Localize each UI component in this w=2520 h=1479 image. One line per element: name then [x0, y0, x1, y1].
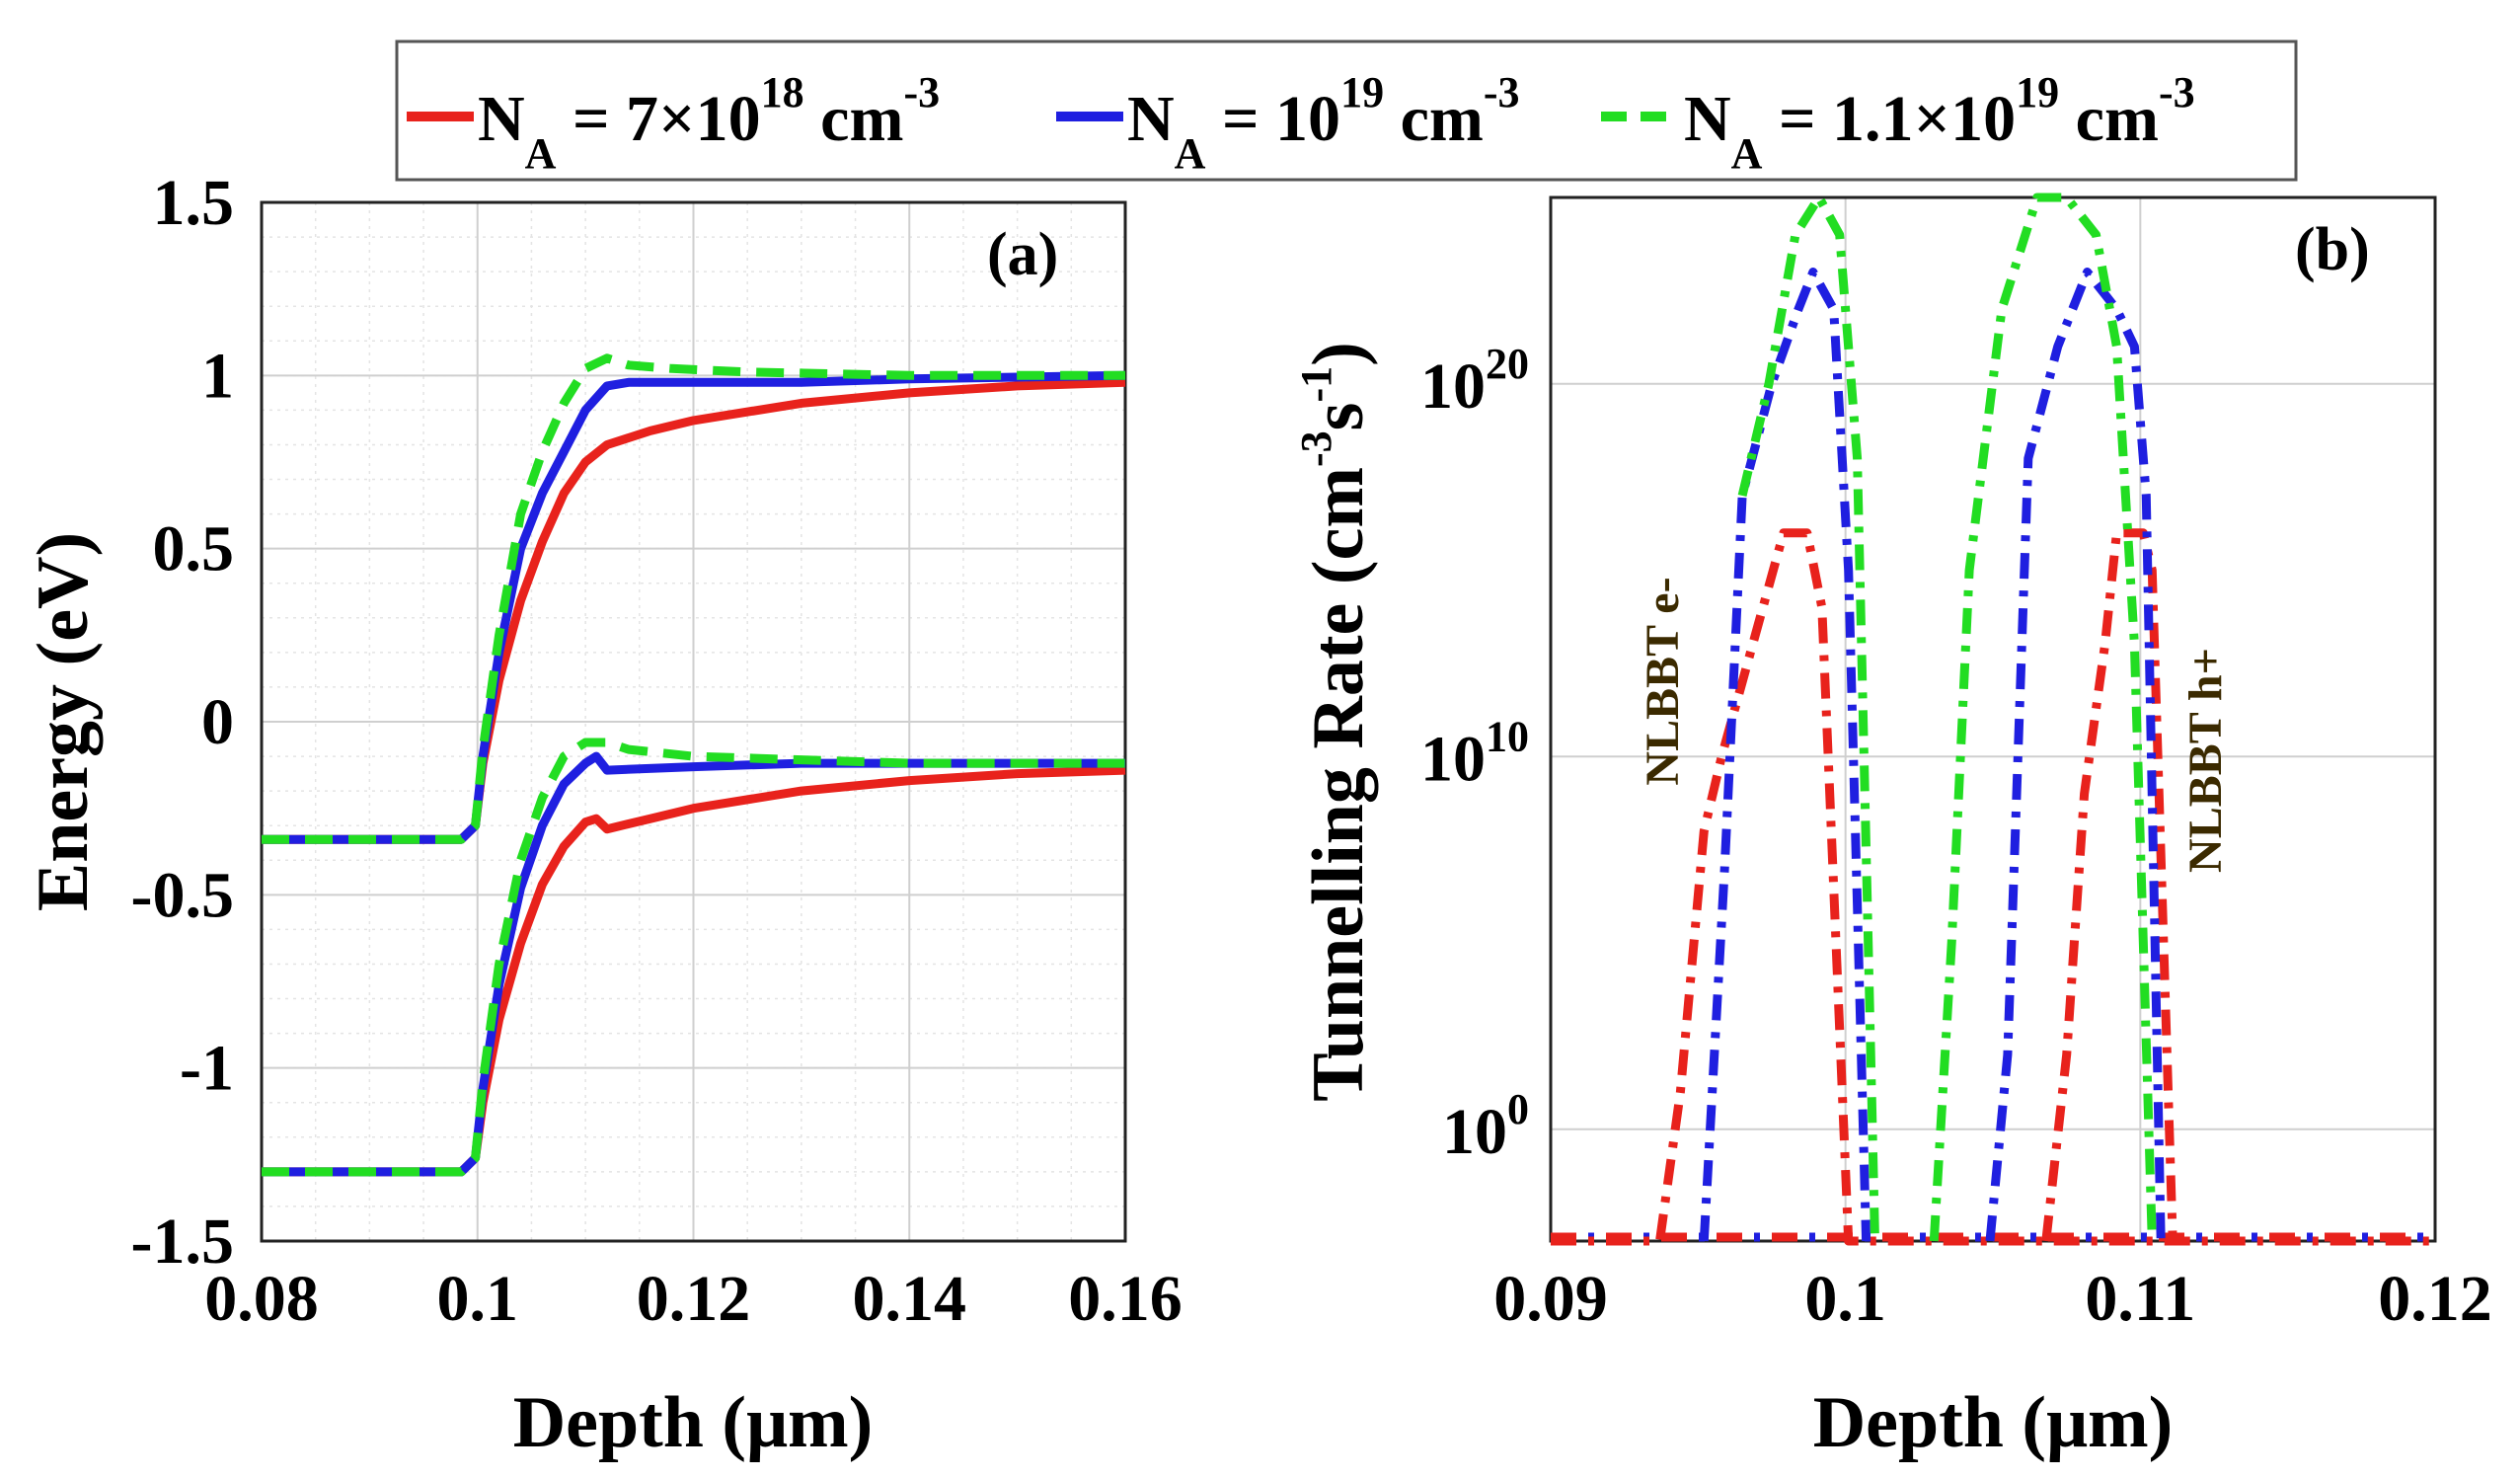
annotation-nlbbt-e: NLBBT e- [1637, 577, 1689, 785]
y-tick-label: 1 [201, 340, 234, 412]
panel-b-ylabel-exp2: -1 [1292, 366, 1340, 403]
annotation-nlbbt-h: NLBBT h+ [2179, 648, 2232, 873]
x-tick-label: 0.11 [2085, 1263, 2195, 1335]
panel-b-ylabel: Tunnelling Rate (cm-3s-1) [1292, 342, 1379, 1102]
y-tick-label: 1.5 [153, 167, 235, 239]
legend: NA = 7×1018 cm-3 NA = 1019 cm-3 NA = 1.1… [395, 39, 2298, 182]
series-line-2 [1699, 268, 1871, 1242]
x-tick-label: 0.1 [1804, 1263, 1886, 1335]
panel-b-ylabel-mid: s [1298, 403, 1379, 431]
legend-label-unit: cm [1384, 83, 1484, 155]
panel-b-tunnelling-rate: 0.09 0.1 0.11 0.12 100 1010 1020 (b) Depth (μm… [1292, 193, 2492, 1463]
panel-a-series [262, 353, 1126, 1177]
y-tick-label: -1.5 [131, 1206, 234, 1278]
series-line-3 [1985, 268, 2166, 1242]
y-tick-label: 1020 [1420, 340, 1529, 423]
series-line-4 [1737, 193, 1879, 1242]
series-line-5 [1929, 193, 2157, 1242]
y-tick-label: -1 [180, 1033, 234, 1105]
panel-a-energy-band: 0.08 0.1 0.12 0.14 0.16 -1.5 -1 -0.5 0 0.5 1 1.5 (a… [23, 167, 1183, 1463]
x-tick-label: 0.09 [1493, 1263, 1608, 1335]
x-tick-label: 0.1 [437, 1263, 519, 1335]
panel-a-ticks: 0.08 0.1 0.12 0.14 0.16 -1.5 -1 -0.5 0 0.5 1 1.5 [131, 167, 1183, 1335]
x-tick-label: 0.08 [204, 1263, 319, 1335]
legend-label-prefix: N [1684, 83, 1731, 155]
legend-box [395, 39, 2298, 182]
legend-label-exp: 19 [2016, 68, 2059, 117]
legend-label-prefix: N [1127, 83, 1175, 155]
panel-a-ylabel: Energy (eV) [23, 532, 104, 911]
panel-b-ylabel-exp1: -3 [1292, 430, 1340, 467]
panel-b-tag: (b) [2295, 216, 2370, 283]
x-tick-label: 0.12 [637, 1263, 751, 1335]
series-line-0 [1551, 528, 2435, 1246]
panel-a-plot-frame [260, 200, 1127, 1243]
legend-entry-na-1.1e19: NA = 1.1×1019 cm-3 [1601, 68, 2195, 178]
legend-label-unit: cm [2059, 83, 2159, 155]
panel-a-grid [261, 201, 1126, 1242]
svg-text:NA = 7×1018 cm-3: NA = 7×1018 cm-3 [478, 68, 940, 178]
legend-label-mid: = 7×10 [556, 83, 760, 155]
y-tick-label: -0.5 [131, 859, 234, 931]
legend-label-unit-exp: -3 [1484, 68, 1520, 117]
legend-label-unit-exp: -3 [903, 68, 940, 117]
svg-text:NA = 1019 cm-3: NA = 1019 cm-3 [1127, 68, 1520, 178]
series-line-5 [262, 738, 1125, 1177]
series-line-2 [262, 353, 1125, 844]
svg-text:NA = 1.1×1019 cm-3: NA = 1.1×1019 cm-3 [1684, 68, 2195, 178]
panel-a-xlabel: Depth (μm) [513, 1382, 874, 1463]
legend-label-sub: A [525, 129, 557, 178]
legend-label-sub: A [1731, 129, 1763, 178]
x-tick-label: 0.16 [1068, 1263, 1183, 1335]
legend-entry-na-7e18: NA = 7×1018 cm-3 [407, 68, 940, 178]
y-tick-label: 100 [1442, 1085, 1529, 1168]
legend-label-unit-exp: -3 [2159, 68, 2195, 117]
legend-label-exp: 19 [1340, 68, 1384, 117]
y-tick-label: 0 [201, 686, 234, 758]
panel-a-tag: (a) [987, 221, 1058, 288]
y-tick-label: 0.5 [153, 513, 235, 585]
panel-b-xlabel: Depth (μm) [1813, 1382, 2174, 1463]
panel-b-series [1551, 193, 2435, 1246]
legend-entry-na-1e19: NA = 1019 cm-3 [1056, 68, 1520, 178]
legend-label-unit: cm [804, 83, 904, 155]
legend-label-mid: = 10 [1205, 83, 1340, 155]
panel-b-ylabel-text: Tunnelling Rate (cm [1298, 467, 1379, 1102]
x-tick-label: 0.14 [853, 1263, 967, 1335]
y-tick-label: 1010 [1420, 712, 1529, 795]
x-tick-label: 0.12 [2378, 1263, 2492, 1335]
panel-b-ticks: 0.09 0.1 0.11 0.12 100 1010 1020 [1420, 340, 2492, 1335]
panel-b-ylabel-end: ) [1298, 342, 1379, 366]
legend-label-mid: = 1.1×10 [1762, 83, 2016, 155]
legend-label-sub: A [1175, 129, 1206, 178]
legend-label-prefix: N [478, 83, 525, 155]
legend-label-exp: 18 [761, 68, 804, 117]
